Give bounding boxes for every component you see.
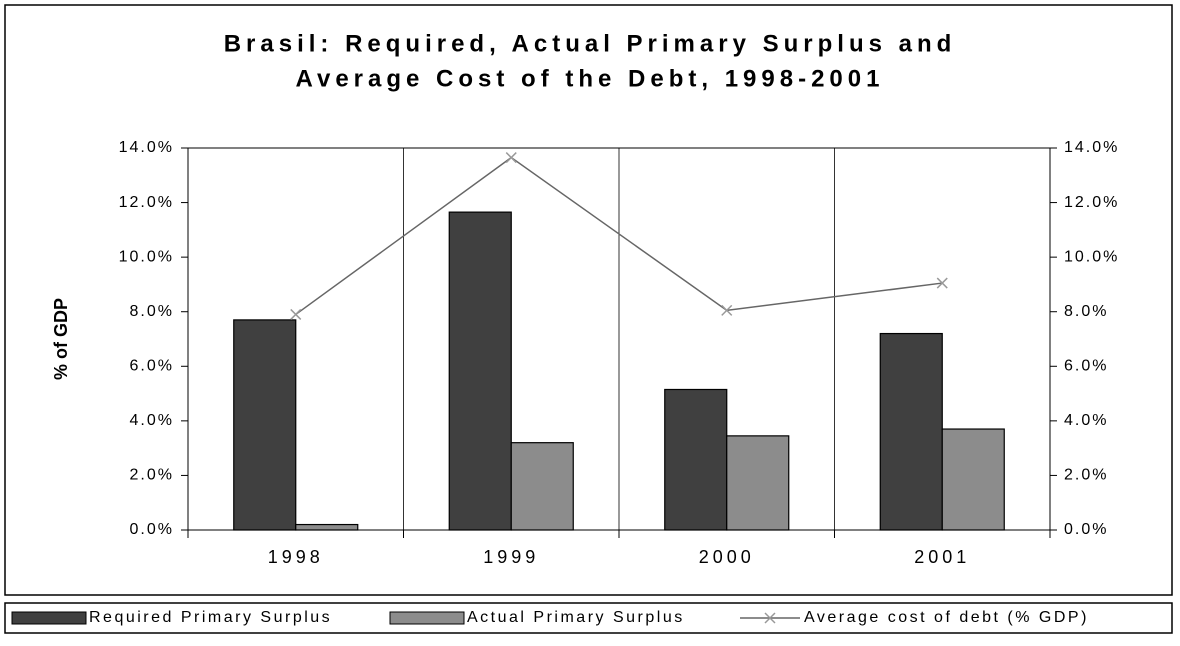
legend-border — [4, 602, 1173, 634]
legend-label: Actual Primary Surplus — [467, 609, 685, 626]
legend-swatch — [11, 611, 87, 625]
legend-label: Required Primary Surplus — [89, 609, 332, 626]
y-tick-label: 10.0% — [119, 248, 174, 265]
bar — [510, 442, 574, 531]
bar — [879, 332, 943, 531]
y2-tick-label: 4.0% — [1064, 412, 1108, 429]
y-tick-label: 4.0% — [130, 412, 174, 429]
y-tick-label: 6.0% — [130, 358, 174, 375]
marker — [936, 277, 948, 289]
y-tick-label: 14.0% — [119, 139, 174, 156]
y-tick-label: 2.0% — [130, 467, 174, 484]
x-tick-label: 2000 — [699, 547, 755, 567]
x-tick-label: 1998 — [268, 547, 324, 567]
chart-title: Average Cost of the Debt, 1998-2001 — [296, 65, 885, 92]
legend-marker — [764, 612, 776, 624]
y-tick-label: 8.0% — [130, 303, 174, 320]
legend-swatch — [389, 611, 465, 625]
bar — [295, 523, 359, 531]
legend-label: Average cost of debt (% GDP) — [804, 609, 1089, 626]
x-tick-label: 2001 — [914, 547, 970, 567]
y2-tick-label: 10.0% — [1064, 248, 1119, 265]
marker — [290, 308, 302, 320]
y2-tick-label: 2.0% — [1064, 467, 1108, 484]
chart-title: Brasil: Required, Actual Primary Surplus… — [224, 30, 957, 57]
line — [295, 156, 943, 316]
bar — [233, 319, 297, 531]
bar — [726, 435, 790, 531]
y2-tick-label: 12.0% — [1064, 194, 1119, 211]
bar — [664, 388, 728, 531]
marker — [505, 152, 517, 164]
y2-tick-label: 6.0% — [1064, 358, 1108, 375]
y-axis-label: % of GDP — [51, 298, 71, 380]
marker — [721, 304, 733, 316]
y2-tick-label: 8.0% — [1064, 303, 1108, 320]
y2-tick-label: 0.0% — [1064, 521, 1108, 538]
y2-tick-label: 14.0% — [1064, 139, 1119, 156]
x-tick-label: 1999 — [483, 547, 539, 567]
y-tick-label: 12.0% — [119, 194, 174, 211]
bar — [941, 428, 1005, 531]
y-tick-label: 0.0% — [130, 521, 174, 538]
bar — [448, 211, 512, 531]
